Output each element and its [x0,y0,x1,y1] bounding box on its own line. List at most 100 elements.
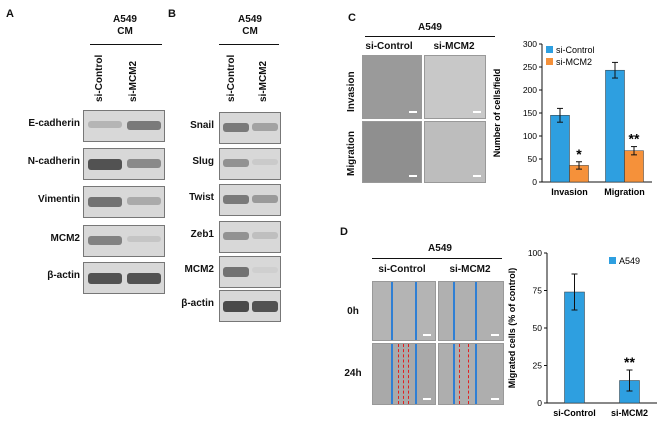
chart-cells-per-field: 0 50 100 150 200 250 300 Number of cells/field I… [492,39,652,197]
panel-a-row-label: E-cadherin [28,118,80,129]
lane-label-mcm2: si-MCM2 [128,60,139,102]
x-tick-label: si-MCM2 [611,408,648,418]
micrograph-migration-mcm2 [424,121,486,183]
significance-marker: ** [629,131,640,147]
y-tick-label: 100 [523,131,537,141]
blot-band [252,301,278,312]
panel-a-row-label: Vimentin [37,194,80,205]
micrograph-migration-control [362,121,422,183]
y-tick-label: 300 [523,39,537,49]
panel-b-header: A549 CM [238,14,262,37]
wound-24h-mcm2 [438,343,504,405]
panel-b-row-label: β-actin [181,298,214,309]
panel-d-label: D [340,226,348,238]
legend-entry: si-Control [556,45,595,55]
panel-d-header-line [372,258,502,259]
panel-c-header: A549 [418,22,442,33]
blot-strip [219,290,281,322]
blot-band [252,232,278,239]
blot-band [223,232,249,241]
legend-swatch [546,46,553,53]
panel-a-row-label: N-cadherin [27,156,80,167]
blot-band [252,195,278,204]
blot-strip [219,221,281,253]
blot-band [252,123,278,131]
blot-band [127,197,161,205]
y-tick-label: 0 [537,398,542,408]
panel-a-header-line [90,44,162,45]
y-tick-label: 50 [533,323,543,333]
panel-c-col-mcm2: si-MCM2 [433,41,475,52]
bar [624,150,644,183]
panel-c-row-invasion: Invasion [346,71,357,112]
blot-band [127,236,161,243]
blot-strip [219,256,281,288]
panel-d-header: A549 [428,243,452,254]
blot-band [88,159,122,170]
y-tick-label: 50 [528,154,538,164]
wound-0h-control [372,281,436,341]
y-tick-label: 250 [523,62,537,72]
blot-band [88,197,122,207]
blot-band [223,267,249,277]
blot-strip [219,148,281,180]
bar [550,115,570,183]
blot-band [127,121,161,131]
panel-c-col-control: si-Control [365,41,413,52]
panel-b-lane-control: si-Control [226,54,237,102]
legend-swatch [546,58,553,65]
panel-c-header-line [365,36,495,37]
bar [605,69,625,183]
y-tick-label: 25 [533,361,543,371]
panel-b-row-label: Snail [190,120,214,131]
panel-d-col-control: si-Control [378,264,426,275]
panel-c-label: C [348,12,356,24]
panel-a-row-label: β-actin [47,270,80,281]
blot-strip [83,110,165,142]
legend-entry: A549 [619,256,640,266]
panel-c-row-migration: Migration [346,131,357,176]
x-tick-label: Invasion [551,187,588,197]
micrograph-invasion-mcm2 [424,55,486,119]
panel-b-row-label: Zeb1 [190,229,214,240]
panel-d-row-24h: 24h [344,368,362,379]
y-axis-label: Migrated cells (% of control) [507,268,517,389]
blot-band [252,159,278,166]
blot-strip [83,225,165,257]
panel-b-row-label: Slug [192,156,214,167]
y-tick-label: 0 [532,177,537,187]
blot-strip [83,186,165,218]
significance-marker: * [576,146,582,162]
blot-band [127,159,161,168]
panel-d-row-0h: 0h [347,306,359,317]
y-tick-label: 75 [533,286,543,296]
y-tick-label: 100 [528,248,542,258]
panel-d-col-mcm2: si-MCM2 [449,264,491,275]
lane-label-control: si-Control [94,54,105,102]
y-tick-label: 150 [523,108,537,118]
x-tick-label: Migration [604,187,645,197]
panel-a-header: A549 CM [113,14,137,37]
blot-band [88,121,122,129]
y-tick-label: 200 [523,85,537,95]
blot-strip [83,148,165,180]
y-axis-label: Number of cells/field [492,69,502,158]
wound-0h-mcm2 [438,281,504,341]
blot-strip [219,184,281,216]
blot-band [223,159,249,168]
panel-b-lane-mcm2: si-MCM2 [258,60,269,102]
blot-band [223,123,249,133]
blot-band [223,301,249,313]
panel-a-label: A [6,8,14,20]
blot-strip [219,112,281,144]
blot-band [88,273,122,284]
wound-24h-control [372,343,436,405]
legend-swatch [609,257,616,264]
panel-b-label: B [168,8,176,20]
blot-band [223,195,249,205]
blot-band [252,267,278,274]
panel-b-row-label: Twist [189,192,214,203]
blot-band [88,236,122,245]
panel-b-row-label: MCM2 [184,264,214,275]
blot-band [127,273,161,284]
